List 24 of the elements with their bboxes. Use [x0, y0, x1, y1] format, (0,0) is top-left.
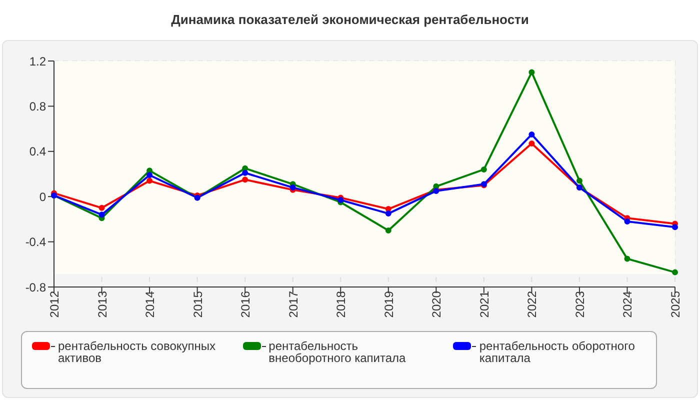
x-tick-label: 2021 [477, 290, 492, 318]
x-tick-label: 2024 [620, 290, 635, 318]
legend-label: рентабельность внеоборотного капитала [268, 339, 407, 365]
x-tick-label: 2014 [143, 290, 158, 318]
x-tick-label: 2019 [382, 290, 396, 318]
x-tick-label: 2013 [95, 290, 110, 318]
x-tick-label: 2017 [286, 290, 300, 318]
x-tick-label: 2022 [525, 290, 540, 318]
x-tick-label: 2015 [190, 290, 205, 318]
x-tick-label: 2020 [430, 290, 444, 318]
x-tick-label: 2025 [668, 290, 683, 318]
x-tick-label: 2023 [572, 290, 587, 318]
y-tick-label: 0 [39, 190, 46, 204]
chart-title: Динамика показателей экономическая рентабельности [170, 11, 530, 29]
legend-label: рентабельность совокупных активов [58, 339, 217, 365]
y-tick-label: 1.2 [29, 54, 46, 68]
y-tick-label: -0.8 [25, 280, 46, 294]
x-tick-label: 2016 [238, 290, 253, 318]
x-tick-label: 2012 [48, 290, 62, 318]
x-tick-label: 2018 [334, 290, 348, 318]
legend-label: рентабельность оборотного капитала [479, 339, 636, 365]
y-tick-label: 0.4 [29, 144, 46, 159]
y-tick-label: -0.4 [25, 235, 46, 250]
y-tick-label: 0.8 [29, 99, 46, 114]
